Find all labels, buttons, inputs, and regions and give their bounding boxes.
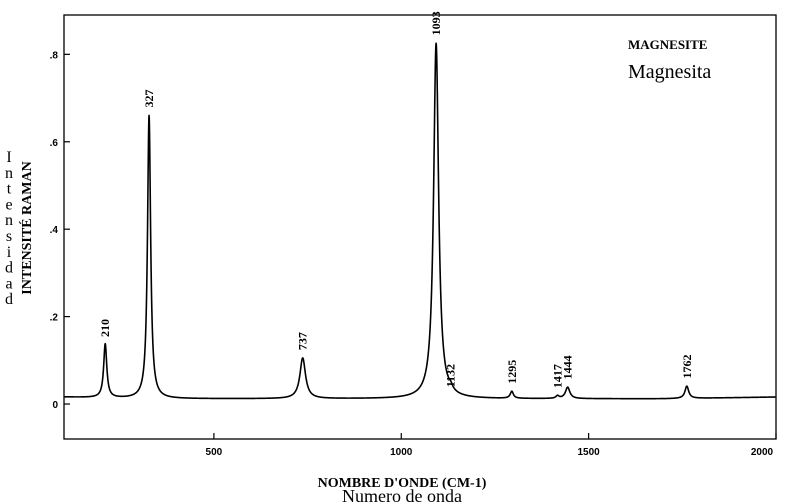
y-axis-label-spanish-letter: t: [7, 181, 12, 198]
spectrum-line: [63, 42, 777, 400]
y-axis-label-spanish-letter: n: [5, 165, 13, 182]
y-axis-label: INTENSITÉ RAMAN: [18, 161, 35, 294]
peak-label: 327: [142, 90, 156, 108]
peak-label: 210: [98, 319, 112, 337]
peak-label: 1444: [561, 355, 575, 379]
y-axis-label-spanish-letter: e: [5, 196, 12, 213]
y-axis-label-spanish-letter: d: [5, 260, 13, 277]
peak-label: 737: [296, 332, 310, 350]
peak-label: 1132: [444, 364, 458, 387]
x-tick-label: 1000: [390, 447, 413, 458]
y-tick-label: .6: [50, 138, 59, 149]
y-axis-label-spanish-letter: n: [5, 212, 13, 229]
x-axis-label: NOMBRE D'ONDE (CM-1): [318, 476, 487, 491]
x-axis-label-spanish: Numero de onda: [342, 486, 462, 504]
peak-label: 1417: [551, 364, 565, 388]
x-tick-label: 1500: [578, 447, 601, 458]
y-axis-label-spanish-letter: I: [6, 149, 11, 166]
y-axis-label-spanish-letter: s: [6, 228, 12, 245]
y-axis-label-spanish-letter: d: [5, 291, 13, 308]
x-tick-label: 2000: [751, 447, 774, 458]
chart-title: MAGNESITE: [628, 37, 707, 52]
y-tick-label: .8: [50, 50, 59, 61]
y-tick-label: .4: [50, 225, 59, 236]
peak-label: 1762: [680, 355, 694, 379]
y-tick-label: 0: [52, 400, 58, 411]
y-axis-label-spanish-letter: a: [5, 275, 12, 292]
x-tick-label: 500: [206, 447, 223, 458]
peak-label: 1295: [505, 360, 519, 384]
y-axis-label-spanish-letter: i: [7, 244, 12, 261]
plot-frame: [63, 14, 777, 440]
y-tick-label: .2: [50, 313, 59, 324]
y-axis-ticks: 0 .2 .4 .6 .8: [50, 50, 70, 411]
peak-label: 1093: [429, 11, 443, 35]
chart-subtitle: Magnesita: [628, 61, 711, 83]
x-axis-ticks: 500 1000 1500 2000: [206, 433, 777, 458]
